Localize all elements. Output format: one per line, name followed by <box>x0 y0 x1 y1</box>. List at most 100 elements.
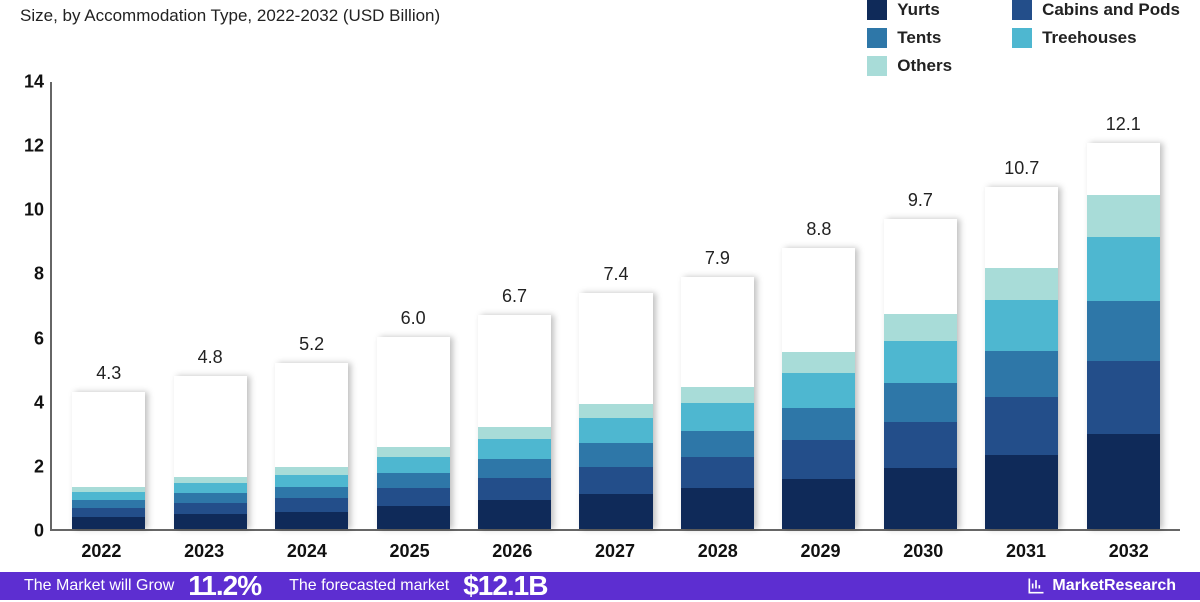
x-tick-label: 2026 <box>461 541 564 562</box>
x-tick-label: 2023 <box>153 541 256 562</box>
x-tick-label: 2024 <box>255 541 358 562</box>
y-tick-label: 4 <box>34 392 44 413</box>
bar-segment <box>275 475 348 487</box>
bar-segment <box>1087 301 1160 360</box>
header: Size, by Accommodation Type, 2022-2032 (… <box>0 0 1200 82</box>
legend: Yurts Cabins and Pods Tents Treehouses Other… <box>867 0 1180 76</box>
y-tick-label: 10 <box>24 200 44 221</box>
bar-total-label: 4.8 <box>198 347 223 368</box>
bar-wrap: 6.7 <box>464 82 565 529</box>
bar-segment <box>579 404 652 418</box>
bar-segment <box>579 494 652 529</box>
bar-segment <box>579 418 652 442</box>
bar-segment <box>681 431 754 457</box>
bar-segment <box>72 517 145 529</box>
bar-total-label: 8.8 <box>806 219 831 240</box>
chart-subtitle: Size, by Accommodation Type, 2022-2032 (… <box>20 0 440 26</box>
bar-segment <box>782 440 855 479</box>
chart: 02468101214 4.34.85.26.06.77.47.98.89.71… <box>0 82 1200 531</box>
bar-segment <box>174 493 247 503</box>
stacked-bar <box>174 376 247 529</box>
bar-segment <box>72 492 145 500</box>
bar-segment <box>681 457 754 489</box>
bar-total-label: 9.7 <box>908 190 933 211</box>
bar-segment <box>985 351 1058 397</box>
bar-total-label: 6.0 <box>401 308 426 329</box>
bar-total-label: 12.1 <box>1106 114 1141 135</box>
bar-segment <box>681 403 754 431</box>
bar-segment <box>782 352 855 373</box>
bar-wrap: 4.3 <box>58 82 159 529</box>
bar-segment <box>782 373 855 407</box>
chart-icon <box>1026 576 1046 596</box>
bar-segment <box>377 473 450 488</box>
bar-segment <box>782 479 855 529</box>
bar-segment <box>884 341 957 383</box>
bar-wrap: 7.4 <box>565 82 666 529</box>
footer-market-size: $12.1B <box>463 570 547 602</box>
legend-label: Treehouses <box>1042 28 1137 48</box>
bar-wrap: 7.9 <box>667 82 768 529</box>
legend-swatch <box>867 0 887 20</box>
bar-segment <box>884 383 957 422</box>
bar-segment <box>72 508 145 517</box>
bar-segment <box>377 457 450 473</box>
bar-total-label: 7.4 <box>603 264 628 285</box>
bar-total-label: 6.7 <box>502 286 527 307</box>
bar-segment <box>478 427 551 439</box>
bar-wrap: 4.8 <box>159 82 260 529</box>
legend-label: Others <box>897 56 952 76</box>
bar-segment <box>1087 195 1160 236</box>
x-tick-label: 2030 <box>872 541 975 562</box>
bar-wrap: 5.2 <box>261 82 362 529</box>
bar-segment <box>275 487 348 498</box>
bar-total-label: 7.9 <box>705 248 730 269</box>
bar-segment <box>782 408 855 440</box>
bar-segment <box>275 467 348 474</box>
x-tick-label: 2029 <box>769 541 872 562</box>
bar-segment <box>579 467 652 494</box>
legend-label: Cabins and Pods <box>1042 0 1180 20</box>
plot: 4.3 4.8 5.2 6.0 6.7 7.4 7.9 8.8 9.7 10.7 12.1 <box>50 82 1180 531</box>
x-tick-label: 2027 <box>564 541 667 562</box>
x-tick-label: 2028 <box>666 541 769 562</box>
stacked-bar <box>681 277 754 529</box>
legend-swatch <box>867 28 887 48</box>
footer-bar: The Market will Grow 11.2% The forecaste… <box>0 572 1200 600</box>
bar-segment <box>478 459 551 478</box>
legend-swatch <box>1012 0 1032 20</box>
y-tick-label: 0 <box>34 521 44 542</box>
y-tick-label: 8 <box>34 264 44 285</box>
bar-segment <box>681 387 754 403</box>
stacked-bar <box>579 293 652 529</box>
stacked-bar <box>884 219 957 529</box>
stacked-bar <box>275 363 348 529</box>
footer-left-text: The Market will Grow <box>24 577 174 595</box>
stacked-bar <box>72 392 145 529</box>
bar-wrap: 10.7 <box>971 82 1072 529</box>
legend-label: Tents <box>897 28 941 48</box>
bar-total-label: 4.3 <box>96 363 121 384</box>
footer-logo-text: MarketResearch <box>1052 577 1176 595</box>
bar-segment <box>985 300 1058 351</box>
x-tick-label: 2031 <box>975 541 1078 562</box>
bar-total-label: 10.7 <box>1004 158 1039 179</box>
y-tick-label: 14 <box>24 72 44 93</box>
bars-row: 4.3 4.8 5.2 6.0 6.7 7.4 7.9 8.8 9.7 10.7 12.1 <box>52 82 1180 529</box>
bar-segment <box>174 483 247 493</box>
bar-segment <box>72 500 145 508</box>
bar-segment <box>985 268 1058 300</box>
bar-segment <box>579 443 652 467</box>
stacked-bar <box>377 337 450 529</box>
legend-item: Cabins and Pods <box>1012 0 1180 20</box>
bar-segment <box>1087 237 1160 302</box>
legend-item: Yurts <box>867 0 952 20</box>
x-tick-label: 2025 <box>358 541 461 562</box>
footer-mid-text: The forecasted market <box>289 577 449 595</box>
stacked-bar <box>782 248 855 529</box>
bar-segment <box>478 439 551 459</box>
x-tick-label: 2032 <box>1077 541 1180 562</box>
footer-growth-pct: 11.2% <box>188 570 261 602</box>
bar-wrap: 9.7 <box>870 82 971 529</box>
stacked-bar <box>1087 143 1160 529</box>
